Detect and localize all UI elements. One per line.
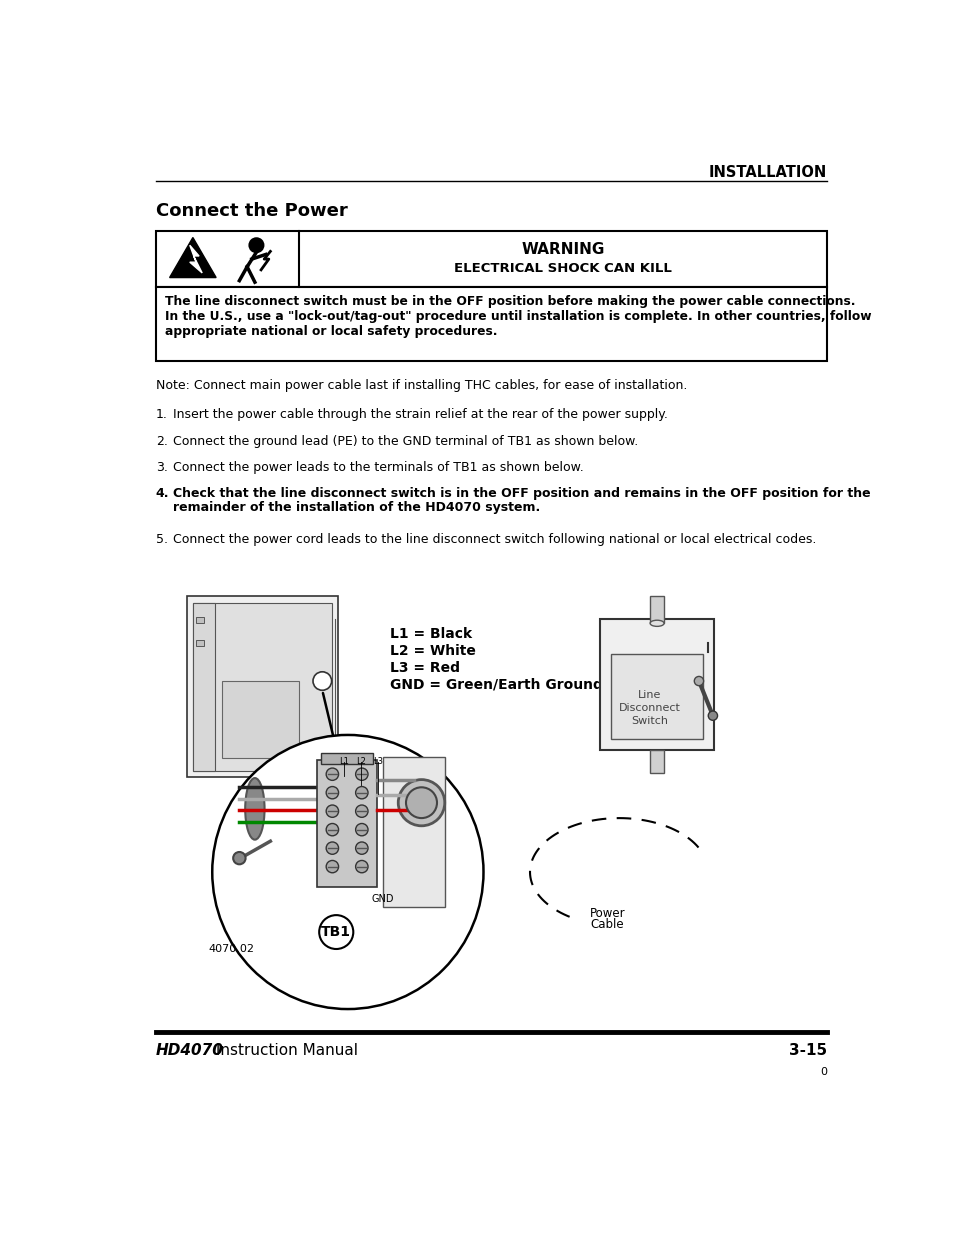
Bar (221, 680, 298, 758)
Text: L2 = White: L2 = White (390, 645, 476, 658)
Bar (193, 603, 332, 771)
Text: Connect the ground lead (PE) to the GND terminal of TB1 as shown below.: Connect the ground lead (PE) to the GND … (173, 435, 639, 447)
Circle shape (233, 852, 245, 864)
Text: remainder of the installation of the HD4070 system.: remainder of the installation of the HD4… (173, 501, 540, 514)
Text: 5.: 5. (155, 534, 168, 546)
Circle shape (326, 824, 338, 836)
Circle shape (355, 861, 368, 873)
Text: WARNING: WARNING (520, 242, 604, 257)
Bar (187, 597, 337, 777)
Circle shape (355, 805, 368, 818)
Text: GND = Green/Earth Ground: GND = Green/Earth Ground (390, 678, 602, 692)
Polygon shape (170, 237, 216, 278)
Bar (155, 287, 826, 361)
Circle shape (406, 787, 436, 818)
Text: INSTALLATION: INSTALLATION (708, 165, 826, 180)
Text: Connect the Power: Connect the Power (155, 203, 347, 220)
Circle shape (355, 787, 368, 799)
Circle shape (694, 677, 703, 685)
Ellipse shape (649, 620, 663, 626)
Bar (316, 761, 377, 888)
Bar (155, 231, 826, 287)
Bar (195, 618, 204, 624)
Text: Power: Power (589, 906, 624, 920)
Text: GND: GND (371, 894, 394, 904)
Circle shape (326, 805, 338, 818)
Circle shape (319, 915, 353, 948)
Text: Connect the power cord leads to the line disconnect switch following national or: Connect the power cord leads to the line… (173, 534, 816, 546)
Bar (611, 655, 702, 739)
Text: Connect the power leads to the terminals of TB1 as shown below.: Connect the power leads to the terminals… (173, 461, 583, 474)
Text: Line
Disconnect
Switch: Line Disconnect Switch (618, 690, 679, 726)
Ellipse shape (212, 735, 483, 1009)
Text: L1: L1 (338, 757, 349, 766)
Text: 4070.02: 4070.02 (208, 944, 254, 953)
Text: L3: L3 (373, 757, 383, 766)
Bar (382, 757, 444, 906)
Text: 1.: 1. (155, 409, 168, 421)
Text: Cable: Cable (590, 918, 623, 931)
Text: L3 = Red: L3 = Red (390, 661, 460, 676)
Bar (599, 620, 714, 751)
Bar (649, 597, 663, 624)
Polygon shape (190, 246, 202, 273)
Circle shape (326, 861, 338, 873)
Text: TB1: TB1 (321, 925, 351, 939)
Text: The line disconnect switch must be in the OFF position before making the power c: The line disconnect switch must be in th… (165, 294, 855, 308)
Circle shape (326, 768, 338, 781)
Bar (193, 603, 214, 771)
Text: Insert the power cable through the strain relief at the rear of the power supply: Insert the power cable through the strai… (173, 409, 668, 421)
Text: 3.: 3. (155, 461, 168, 474)
Text: HD4070: HD4070 (155, 1044, 223, 1058)
Text: L1 = Black: L1 = Black (390, 627, 472, 641)
Bar (649, 751, 663, 773)
Text: L2: L2 (355, 757, 366, 766)
Text: Check that the line disconnect switch is in the OFF position and remains in the : Check that the line disconnect switch is… (173, 487, 870, 500)
Text: In the U.S., use a "lock-out/tag-out" procedure until installation is complete. : In the U.S., use a "lock-out/tag-out" pr… (165, 310, 871, 322)
Text: 4.: 4. (155, 487, 169, 500)
Circle shape (326, 787, 338, 799)
Text: 3-15: 3-15 (788, 1044, 826, 1058)
Circle shape (355, 842, 368, 855)
Circle shape (707, 711, 717, 720)
Ellipse shape (245, 778, 264, 840)
Circle shape (397, 779, 444, 826)
Circle shape (249, 238, 263, 252)
Bar (195, 640, 204, 646)
Circle shape (355, 824, 368, 836)
Circle shape (355, 768, 368, 781)
Text: Note: Connect main power cable last if installing THC cables, for ease of instal: Note: Connect main power cable last if i… (155, 379, 686, 393)
Text: ELECTRICAL SHOCK CAN KILL: ELECTRICAL SHOCK CAN KILL (454, 262, 671, 275)
Text: 0: 0 (819, 1067, 826, 1077)
Circle shape (326, 842, 338, 855)
Text: appropriate national or local safety procedures.: appropriate national or local safety pro… (165, 325, 497, 338)
Text: 2.: 2. (155, 435, 168, 447)
Text: Instruction Manual: Instruction Manual (212, 1044, 358, 1058)
Circle shape (313, 672, 332, 690)
Bar (320, 753, 373, 764)
